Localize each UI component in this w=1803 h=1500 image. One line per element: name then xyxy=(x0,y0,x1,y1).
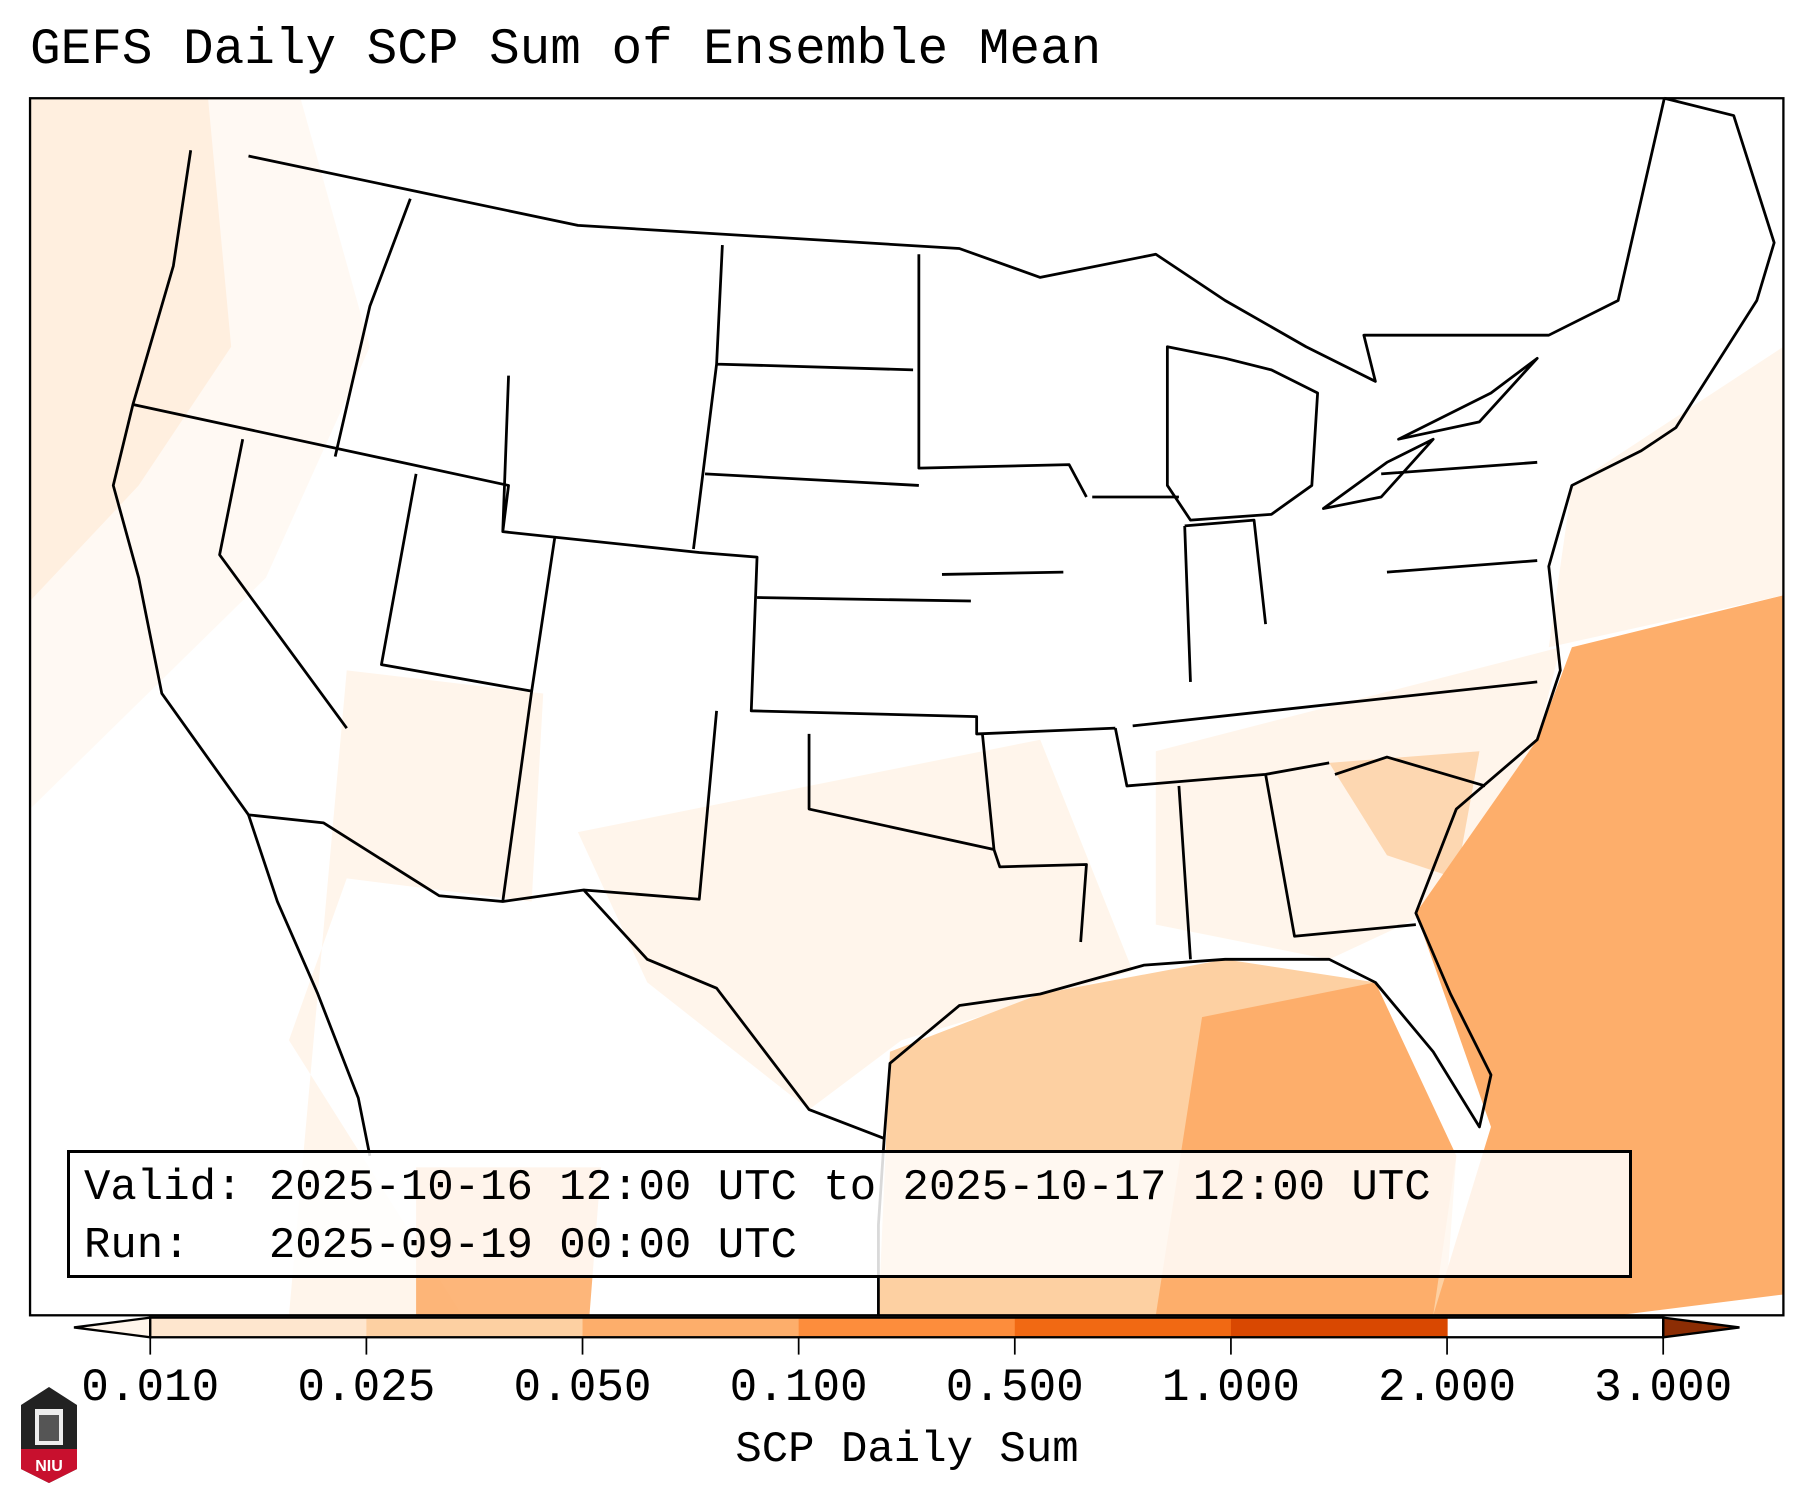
baja-coast xyxy=(247,814,372,1157)
colorbar-extend-max xyxy=(1662,1316,1740,1339)
colorbar-segment xyxy=(582,1317,800,1338)
atlantic-field xyxy=(1415,595,1784,1316)
great-lakes xyxy=(1165,345,1539,522)
atlantic-edge-field xyxy=(1548,346,1784,648)
niu-logo: NIU xyxy=(21,1387,77,1483)
state-lines xyxy=(132,198,1538,960)
colorbar-segment xyxy=(150,1317,367,1338)
map-title: GEFS Daily SCP Sum of Ensemble Mean xyxy=(30,22,1102,79)
valid-value: 2025-10-16 12:00 UTC to 2025-10-17 12:00… xyxy=(268,1163,1431,1213)
run-value: 2025-09-19 00:00 UTC xyxy=(268,1221,797,1271)
map-frame xyxy=(28,97,1785,1317)
colorbar-segment xyxy=(798,1317,1016,1338)
colorbar xyxy=(73,1316,1740,1355)
colorbar-extend-min xyxy=(73,1316,152,1339)
conus-outline xyxy=(111,96,1776,1140)
run-label: Run: xyxy=(84,1221,190,1271)
texas-field xyxy=(577,739,1133,1110)
colorbar-tick-label: 3.000 xyxy=(1594,1362,1733,1414)
canada-border xyxy=(248,97,1666,383)
colorbar-segment xyxy=(366,1317,584,1338)
colorbar-tick-label: 2.000 xyxy=(1378,1362,1517,1414)
colorbar-segment xyxy=(1230,1317,1448,1338)
valid-label: Valid: xyxy=(84,1163,243,1213)
colorbar-tick-label: 0.025 xyxy=(297,1362,436,1414)
colorbar-segment xyxy=(1014,1317,1232,1338)
colorbar-tick-label: 0.100 xyxy=(729,1362,868,1414)
colorbar-tick-label: 0.010 xyxy=(81,1362,220,1414)
scp-field xyxy=(30,98,1784,1316)
pacific-field-light xyxy=(30,98,370,810)
colorbar-tick-label: 1.000 xyxy=(1161,1362,1300,1414)
colorbar-label: SCP Daily Sum xyxy=(735,1425,1079,1475)
svg-text:NIU: NIU xyxy=(35,1458,63,1475)
colorbar-tick-label: 0.500 xyxy=(945,1362,1084,1414)
colorbar-outline xyxy=(149,1316,1665,1339)
valid-run-box: Valid: 2025-10-16 12:00 UTC to 2025-10-1… xyxy=(67,1150,1632,1278)
boundaries xyxy=(111,96,1776,1316)
colorbar-tick-label: 0.050 xyxy=(513,1362,652,1414)
